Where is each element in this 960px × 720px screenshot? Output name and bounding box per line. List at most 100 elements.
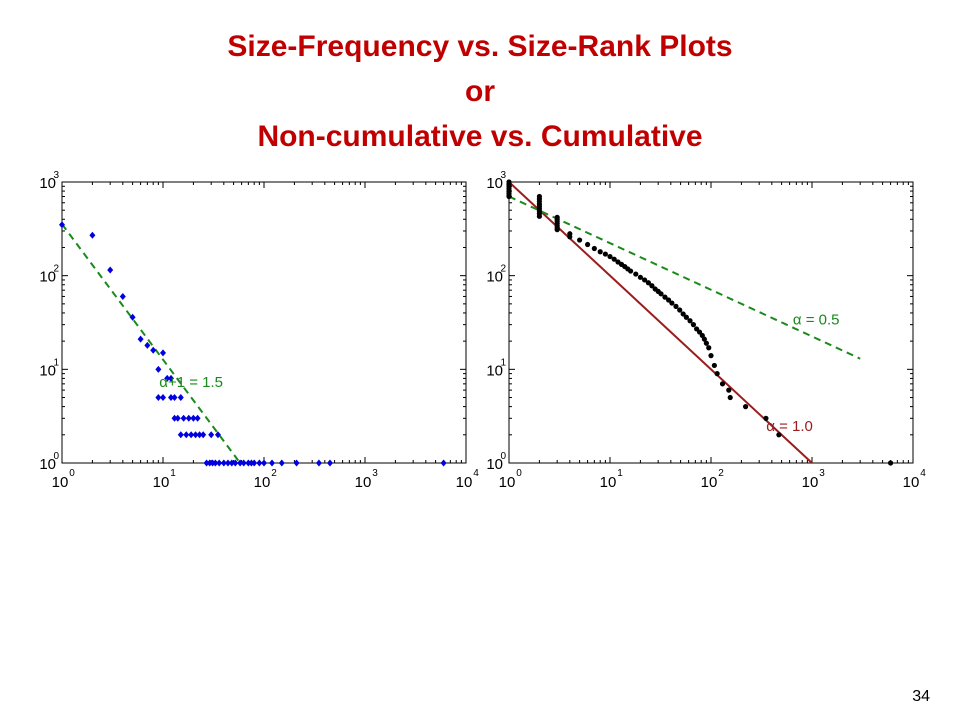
left-data-point: [228, 459, 235, 467]
right-data-point: [658, 291, 664, 297]
left-data-point: [164, 374, 171, 382]
left-x-tick-exponent: 2: [271, 468, 277, 479]
right-y-tick-label: 10: [486, 362, 503, 379]
left-data-point: [180, 414, 187, 422]
right-x-tick-exponent: 1: [617, 468, 623, 479]
right-x-tick-label: 10: [802, 474, 819, 491]
right-data-point: [554, 227, 560, 233]
right-data-point: [708, 353, 714, 359]
right-data-point: [506, 193, 512, 200]
left-x-tick-label: 10: [52, 474, 69, 491]
right-data-point: [576, 237, 583, 243]
left-y-tick-label: 10: [39, 269, 56, 286]
left-data-point: [251, 459, 258, 467]
left-data-point: [119, 292, 126, 300]
page-number: 34: [912, 688, 930, 705]
right-y-tick-exponent: 3: [500, 170, 506, 181]
right-y-tick-exponent: 1: [500, 357, 506, 368]
left-data-point: [171, 414, 178, 422]
right-data-point: [742, 404, 749, 410]
right-x-tick-label: 10: [903, 474, 920, 491]
right-data-point: [703, 340, 709, 346]
right-data-point: [637, 274, 644, 280]
left-minor-ticks: [61, 182, 466, 464]
title-line-3: Non-cumulative vs. Cumulative: [257, 120, 703, 153]
right-data-point: [887, 460, 894, 466]
right-data-point: [690, 322, 697, 328]
right-fit-line-2: [509, 195, 861, 360]
right-y-tick-exponent: 0: [500, 451, 506, 462]
left-data-point: [237, 459, 244, 467]
left-plot-frame: [61, 181, 467, 464]
right-data-point: [727, 394, 733, 401]
right-data-point: [641, 277, 648, 283]
left-x-tick-exponent: 3: [372, 468, 378, 479]
left-data-point: [150, 346, 157, 354]
left-data-point: [240, 459, 247, 467]
left-y-tick-exponent: 1: [53, 357, 59, 368]
left-data-point: [155, 394, 162, 402]
right-data-point: [683, 314, 689, 320]
right-data-point: [645, 280, 652, 286]
right-data-point: [726, 387, 732, 393]
right-x-tick-exponent: 2: [718, 468, 724, 479]
left-data-point: [160, 394, 166, 402]
right-data-point: [662, 294, 668, 300]
left-data-point: [203, 459, 210, 467]
right-data-point: [706, 345, 712, 351]
left-data-point: [129, 313, 136, 321]
left-x-tick-exponent: 0: [69, 468, 75, 479]
right-x-tick-exponent: 3: [819, 468, 825, 479]
right-data-point: [649, 283, 655, 289]
right-data-point: [677, 307, 683, 313]
left-data-point: [196, 431, 203, 439]
right-data-point: [680, 311, 686, 317]
right-data-point: [536, 213, 543, 219]
left-data-point: [278, 459, 285, 467]
right-data-point: [591, 245, 597, 252]
left-data-point: [190, 414, 197, 422]
left-data-point: [177, 431, 184, 439]
right-data-point: [567, 234, 573, 240]
left-data-point: [137, 335, 144, 343]
left-data-point: [107, 266, 114, 274]
left-data-point: [220, 459, 227, 467]
right-data-point: [665, 297, 672, 303]
left-data-point: [188, 431, 195, 439]
left-x-tick-label: 10: [456, 474, 473, 491]
left-y-tick-exponent: 2: [53, 264, 59, 275]
left-data-point: [167, 374, 174, 382]
left-data-point: [256, 459, 263, 467]
right-y-tick-label: 10: [486, 175, 503, 192]
left-data-point: [440, 459, 447, 467]
right-data-point: [597, 249, 603, 255]
left-data-point: [208, 431, 215, 439]
right-fit-label-2: α = 0.5: [793, 312, 840, 329]
right-data-point: [628, 268, 634, 274]
left-data-point: [315, 459, 322, 467]
left-x-tick-exponent: 1: [170, 468, 176, 479]
left-data-point: [183, 431, 190, 439]
left-data-point: [160, 349, 166, 357]
left-x-tick-exponent: 4: [473, 468, 479, 479]
right-data-point: [584, 241, 591, 248]
left-data-point: [167, 394, 174, 402]
left-data-point: [144, 341, 151, 349]
left-data-point: [174, 414, 181, 422]
left-data-point: [268, 459, 275, 467]
right-data-point: [673, 303, 679, 309]
left-fit-line-1: [62, 223, 241, 463]
left-y-tick-label: 10: [39, 362, 56, 379]
left-x-tick-label: 10: [254, 474, 271, 491]
right-x-tick-label: 10: [600, 474, 617, 491]
left-data-point: [200, 431, 207, 439]
left-data-point: [245, 459, 252, 467]
right-minor-ticks: [508, 182, 913, 464]
slide-title: Size-Frequency vs. Size-Rank Plots or No…: [0, 24, 960, 159]
left-data-point: [224, 459, 231, 467]
left-y-tick-exponent: 0: [53, 451, 59, 462]
right-x-tick-exponent: 0: [516, 468, 522, 479]
